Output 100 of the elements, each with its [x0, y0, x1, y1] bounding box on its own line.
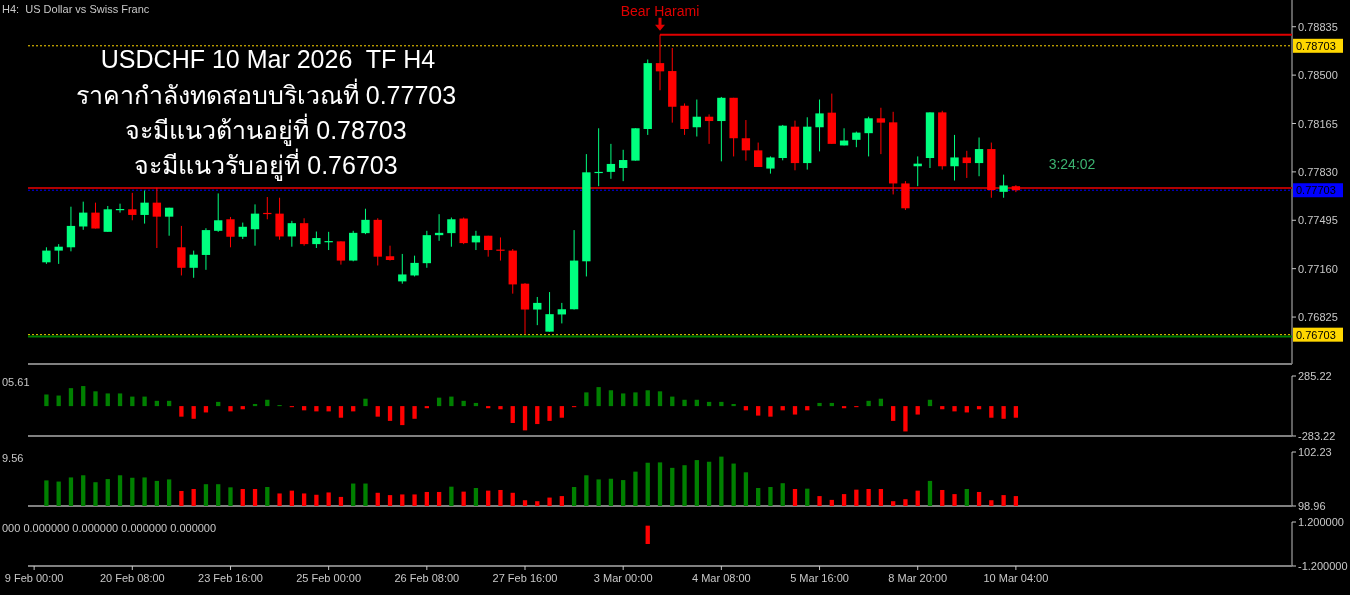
candlestick: [950, 134, 959, 182]
bar: [68, 388, 74, 407]
y-tick-label: 0.78165: [1298, 117, 1338, 130]
x-tick-label: 9 Feb 00:00: [4, 572, 64, 584]
candlestick: [336, 240, 346, 266]
annotation: 05.61: [2, 376, 30, 388]
y-tick-label: 1.200000: [1298, 516, 1344, 528]
candlestick: [680, 102, 689, 136]
bar: [1013, 406, 1019, 418]
y-tick-label: 0.77495: [1298, 214, 1338, 227]
bar: [866, 400, 871, 407]
x-tick-label: 3 Mar 00:00: [593, 572, 653, 584]
y-tick-label: 0.78835: [1298, 20, 1338, 33]
bar: [817, 402, 822, 407]
y-tick-label: -1.200000: [1298, 560, 1348, 572]
bar: [375, 406, 380, 417]
bar: [535, 406, 540, 425]
candlestick: [164, 207, 174, 237]
bar: [989, 406, 994, 418]
bar: [633, 392, 638, 407]
candlestick: [91, 202, 100, 230]
candlestick: [128, 192, 137, 221]
candlestick: [545, 291, 554, 333]
candlestick: [250, 203, 260, 247]
bar: [756, 406, 761, 416]
bar: [792, 406, 798, 415]
y-tick-label: -283.22: [1298, 430, 1336, 442]
candlestick: [496, 236, 505, 262]
bar: [179, 406, 184, 417]
candlestick: [741, 119, 751, 162]
candlestick: [385, 245, 395, 262]
bar: [891, 406, 896, 421]
bar: [584, 392, 589, 407]
ref-line-label: Bear Harami: [620, 2, 700, 19]
candlestick: [410, 255, 419, 277]
y-tick-label: 0.76825: [1298, 311, 1338, 324]
candlestick: [275, 197, 284, 241]
candlestick: [815, 99, 824, 152]
bar: [608, 390, 614, 407]
ref-line-label: 0.76703: [1296, 328, 1336, 341]
candlestick: [287, 220, 297, 248]
bar: [412, 406, 417, 419]
annotation: 000 0.000000 0.000000 0.000000 0.000000: [2, 522, 217, 534]
bar: [449, 396, 454, 407]
candlestick: [876, 107, 886, 155]
y-tick-label: 0.77830: [1298, 165, 1338, 178]
bar: [105, 393, 110, 407]
bar: [731, 404, 736, 407]
candlestick: [177, 225, 186, 276]
annotation: 3:24:02: [1048, 156, 1096, 172]
bar: [559, 406, 564, 418]
x-tick-label: 5 Mar 16:00: [790, 572, 849, 584]
y-tick-label: 0.77160: [1298, 262, 1338, 275]
candlestick: [398, 253, 407, 285]
bar: [44, 394, 49, 407]
x-tick-label: 4 Mar 08:00: [692, 572, 751, 584]
candlestick: [66, 206, 76, 252]
candlestick: [152, 187, 162, 249]
candlestick: [692, 99, 701, 137]
x-tick-label: 8 Mar 20:00: [888, 572, 948, 584]
bar: [1001, 406, 1006, 419]
candlestick: [447, 217, 456, 248]
candlestick: [754, 142, 763, 168]
candlestick: [619, 149, 628, 182]
candlestick: [606, 143, 616, 180]
candlestick: [214, 192, 223, 233]
candlestick: [962, 150, 971, 179]
x-tick-label: 25 Feb 00:00: [296, 572, 362, 584]
candlestick: [717, 96, 726, 162]
bar: [915, 406, 920, 415]
bar: [363, 398, 368, 407]
bar: [142, 396, 147, 407]
bar: [387, 406, 393, 421]
x-tick-label: 23 Feb 16:00: [198, 572, 263, 584]
bar: [338, 406, 344, 418]
bar: [510, 406, 515, 423]
candlestick: [361, 208, 370, 235]
bar: [93, 391, 98, 407]
bar: [952, 406, 957, 412]
bar: [228, 406, 233, 412]
x-tick-label: 10 Mar 04:00: [983, 572, 1049, 584]
candlestick: [974, 137, 984, 177]
bar: [498, 406, 503, 410]
bar: [719, 401, 724, 407]
bar: [400, 406, 405, 426]
bar: [657, 391, 663, 407]
candlestick: [999, 174, 1008, 199]
bar: [645, 390, 650, 407]
bar: [903, 406, 908, 432]
x-tick-label: 26 Feb 08:00: [394, 572, 460, 584]
x-tick-label: 27 Feb 16:00: [492, 572, 558, 584]
y-tick-label: 98.96: [1298, 500, 1326, 512]
candlestick: [533, 296, 542, 326]
bar: [191, 406, 196, 419]
bar: [522, 406, 528, 431]
candlestick: [54, 243, 63, 265]
candlestick: [226, 216, 235, 248]
bar: [596, 387, 601, 407]
candlestick: [557, 302, 566, 324]
bar: [314, 406, 319, 412]
